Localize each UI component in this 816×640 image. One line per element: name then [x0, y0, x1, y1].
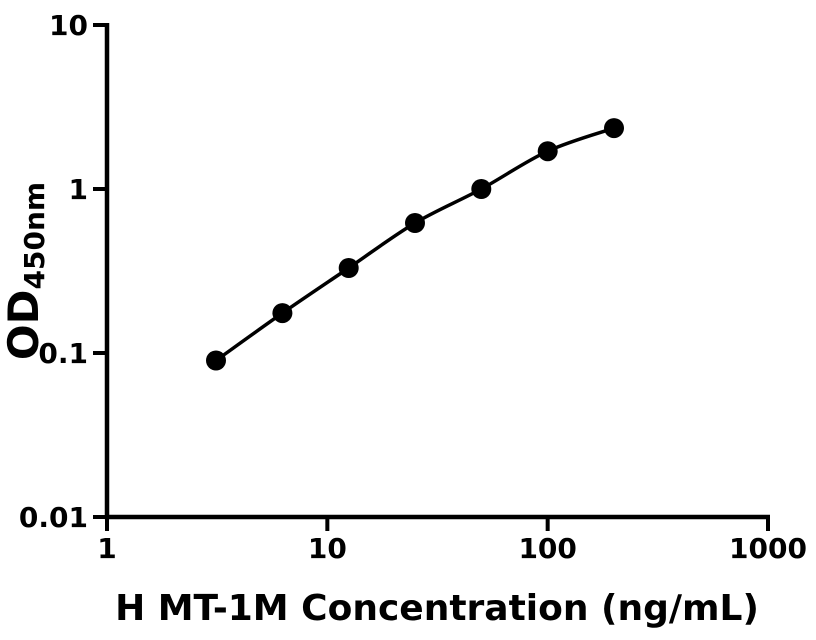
data-point: [405, 213, 425, 233]
fit-curve: [214, 126, 615, 362]
data-point: [604, 118, 624, 139]
data-point: [206, 350, 226, 371]
y-tick-label: 0.01: [19, 501, 88, 534]
x-tick-label: 100: [518, 532, 576, 565]
y-tick-label: 10: [49, 9, 88, 42]
x-tick-label: 1000: [729, 532, 807, 565]
data-point: [537, 141, 558, 162]
x-tick-label: 1: [97, 532, 116, 565]
y-axis-title-sub: 450nm: [18, 182, 51, 290]
plot-area: 1 10 100 1000 0.01 0.1 1 10: [19, 9, 807, 565]
y-tick-label: 1: [69, 173, 88, 206]
axes-spine: [104, 23, 770, 520]
data-point: [272, 303, 293, 324]
data-point: [338, 258, 359, 278]
x-axis-title: H MT-1M Concentration (ng/mL): [115, 588, 759, 629]
y-tick-label: 0.1: [38, 337, 88, 370]
x-tick-label: 10: [308, 532, 347, 565]
data-point: [471, 179, 492, 199]
y-axis-title-main: OD: [0, 289, 48, 360]
y-axis-title: OD450nm: [0, 182, 51, 360]
